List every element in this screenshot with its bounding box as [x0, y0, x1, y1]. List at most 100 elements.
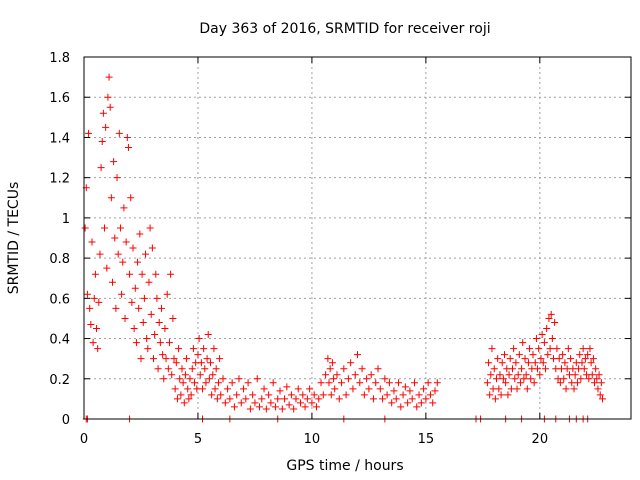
y-tick-label: 0.8 [49, 252, 70, 267]
data-point [399, 391, 407, 399]
data-point [596, 391, 604, 399]
data-point [144, 345, 152, 353]
data-point [211, 385, 219, 393]
x-axis-label: GPS time / hours [286, 458, 403, 474]
data-point [106, 103, 114, 111]
data-point [303, 395, 311, 403]
axis-ticks [83, 56, 631, 420]
data-point [328, 359, 336, 367]
data-point [415, 391, 423, 399]
data-point [588, 371, 596, 379]
data-point [562, 385, 570, 393]
data-point [589, 355, 597, 363]
data-point [351, 371, 359, 379]
data-point [548, 335, 556, 343]
data-point [319, 391, 327, 399]
data-point [122, 238, 130, 246]
data-point [338, 379, 346, 387]
data-point [151, 331, 159, 339]
data-point [194, 351, 202, 359]
data-point [105, 73, 113, 81]
data-point [118, 290, 126, 298]
data-point [374, 365, 382, 373]
data-point [99, 109, 107, 117]
data-point [228, 379, 236, 387]
data-points [81, 73, 607, 423]
data-point [315, 395, 323, 403]
data-point [203, 355, 211, 363]
data-point [487, 371, 495, 379]
data-point [330, 375, 338, 383]
data-point [183, 355, 191, 363]
data-point [93, 325, 101, 332]
data-point [210, 345, 218, 353]
x-tick-label: 0 [80, 432, 88, 447]
data-point [564, 345, 572, 353]
data-point [267, 399, 275, 407]
data-point [216, 355, 224, 363]
data-point [486, 391, 494, 399]
data-point [164, 365, 172, 373]
data-point [498, 359, 506, 367]
data-point [156, 339, 164, 347]
data-point [433, 379, 441, 387]
data-point [260, 385, 268, 393]
data-point [367, 371, 375, 379]
data-point [599, 395, 607, 403]
data-point [113, 174, 121, 182]
data-point [404, 399, 412, 407]
data-point [591, 379, 599, 387]
data-point [397, 403, 405, 411]
data-point [265, 391, 273, 399]
data-point [152, 270, 160, 278]
data-point [205, 375, 213, 383]
data-point [162, 355, 170, 363]
data-point [531, 359, 539, 367]
data-point [155, 318, 163, 326]
data-point [424, 379, 432, 387]
data-point [233, 391, 241, 399]
data-point [221, 399, 229, 407]
x-tick-label: 10 [304, 432, 321, 447]
data-point [134, 258, 142, 266]
data-point [499, 375, 507, 383]
data-point [188, 365, 196, 373]
data-point [237, 399, 245, 407]
data-point [547, 310, 555, 318]
data-point [510, 345, 518, 353]
data-point [340, 365, 348, 373]
data-point [420, 385, 428, 393]
data-point [202, 379, 210, 387]
data-point [290, 405, 298, 413]
data-point [121, 314, 129, 322]
data-point [401, 383, 409, 391]
data-point [504, 391, 512, 399]
data-point [157, 304, 165, 312]
data-point [577, 375, 585, 383]
data-point [534, 365, 542, 373]
data-point [344, 375, 352, 383]
data-point [310, 391, 318, 399]
data-point [195, 335, 203, 343]
data-point [127, 194, 135, 202]
data-point [327, 391, 335, 399]
data-point [90, 294, 98, 302]
data-point [165, 339, 173, 347]
data-point [372, 379, 380, 387]
data-point [253, 375, 261, 383]
data-point [226, 395, 234, 403]
data-point [83, 290, 91, 298]
data-point [142, 250, 150, 258]
data-point [208, 391, 216, 399]
y-tick-label: 0.6 [49, 292, 70, 307]
data-point [126, 270, 134, 278]
data-point [594, 385, 602, 393]
data-point [184, 385, 192, 393]
data-point [331, 385, 339, 393]
data-point [251, 399, 259, 407]
data-point [177, 391, 185, 399]
data-point [124, 144, 132, 151]
data-point [376, 385, 384, 393]
data-point [299, 391, 307, 399]
